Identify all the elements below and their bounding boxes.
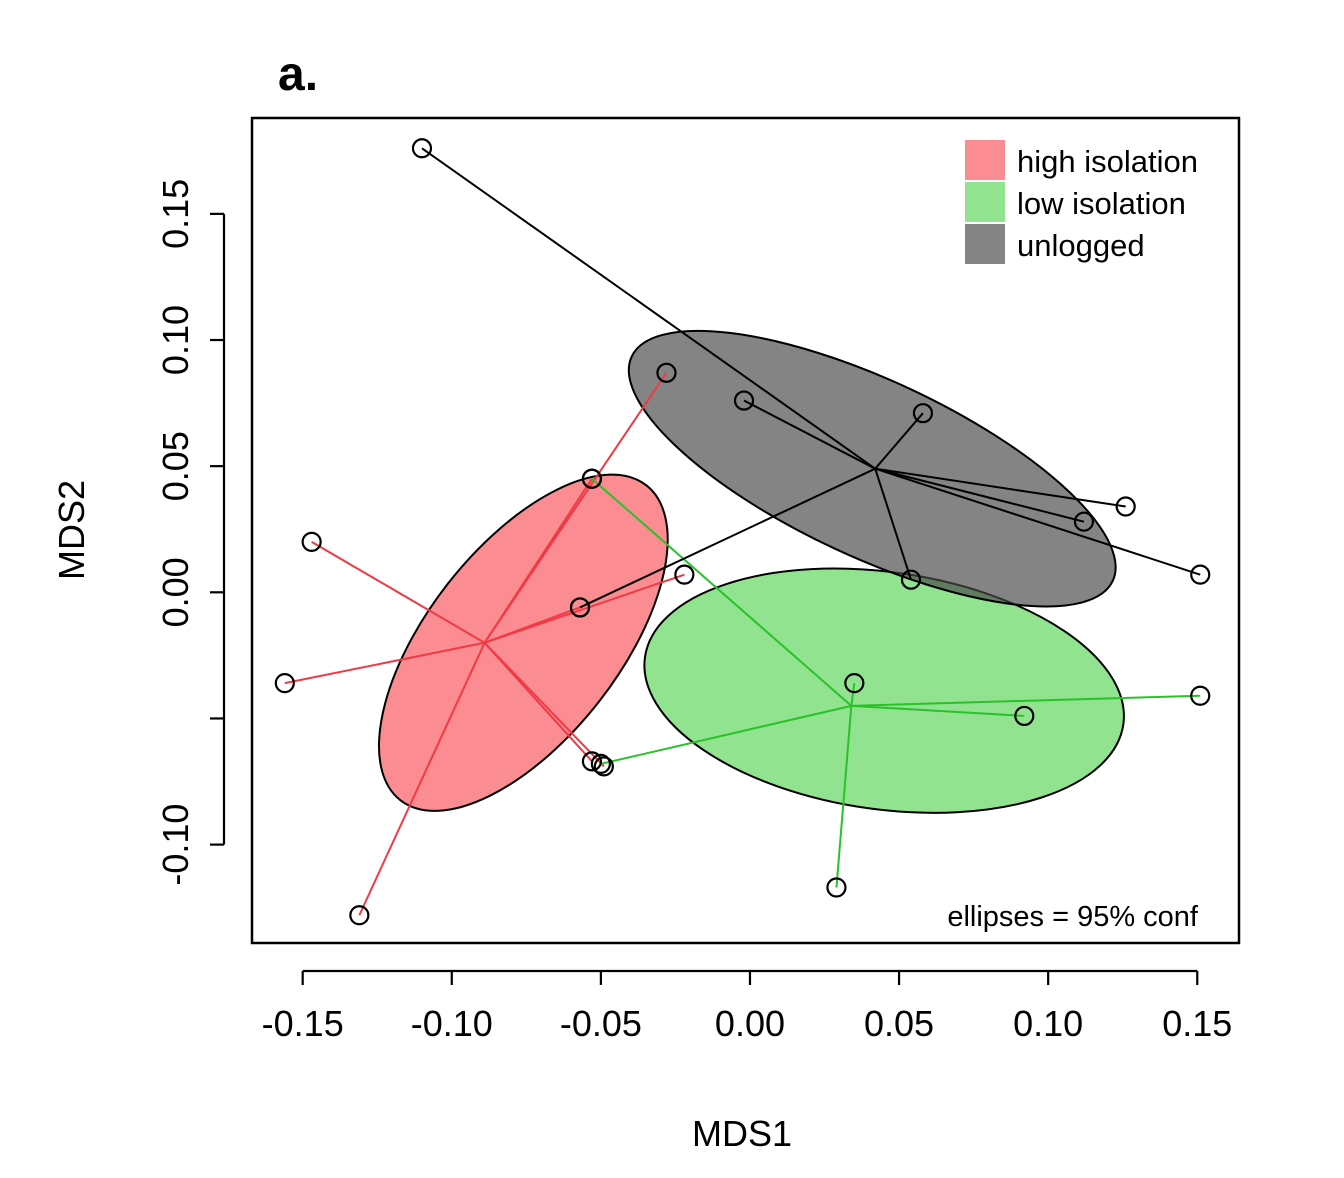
data-point-0-3: [674, 564, 695, 585]
spider-line-1-1: [851, 704, 1025, 717]
confidence-ellipse-2: [627, 329, 1117, 608]
x-axis-title: MDS1: [692, 1113, 792, 1154]
legend-swatch-2: [965, 224, 1005, 264]
spider-line-2-3: [875, 467, 1126, 508]
data-point-2-5: [1190, 564, 1211, 585]
spider-line-0-8: [358, 642, 486, 916]
y-axis-title: MDS2: [51, 480, 92, 580]
x-tick-label-2: -0.05: [560, 1003, 642, 1044]
data-point-2-7: [569, 597, 591, 618]
y-tick-label-4: 0.10: [155, 305, 196, 375]
spider-line-0-5: [284, 641, 485, 685]
spider-line-2-5: [874, 467, 1201, 576]
spider-line-2-4: [874, 467, 1085, 523]
legend-swatch-0: [965, 140, 1005, 180]
data-point-2-4: [1073, 511, 1095, 532]
data-point-2-1: [733, 390, 755, 411]
data-point-2-3: [1115, 496, 1136, 517]
confidence-ellipse-0: [378, 473, 669, 812]
data-point-1-1: [1014, 705, 1035, 727]
spider-line-0-2: [311, 540, 486, 644]
data-point-2-2: [912, 403, 934, 424]
data-point-0-0: [656, 362, 677, 383]
spider-line-0-7: [483, 642, 605, 768]
spider-line-0-1: [483, 478, 593, 644]
y-tick-label-5: 0.15: [155, 179, 196, 249]
data-point-0-5: [274, 673, 295, 694]
data-point-1-3: [826, 877, 847, 898]
data-points: [274, 138, 1211, 926]
data-point-1-0: [844, 673, 865, 694]
legend-label-1: low isolation: [1017, 186, 1186, 221]
x-tick-label-0: -0.15: [262, 1003, 344, 1044]
y-axis: -0.10 0.00 0.05 0.10 0.15: [155, 179, 226, 886]
x-tick-label-5: 0.10: [1013, 1003, 1083, 1044]
legend-label-2: unlogged: [1017, 228, 1145, 263]
spider-line-2-1: [743, 399, 876, 470]
data-point-0-7: [593, 756, 614, 777]
y-tick-label-3: 0.05: [155, 431, 196, 501]
spider-line-1-3: [835, 705, 853, 888]
data-point-0-8: [349, 905, 370, 926]
y-tick-label-0: -0.10: [155, 804, 196, 886]
spider-line-2-0: [421, 147, 876, 470]
data-point-0-2: [301, 531, 322, 552]
x-tick-label-6: 0.15: [1162, 1003, 1232, 1044]
spider-line-2-2: [874, 412, 924, 470]
legend-label-0: high isolation: [1017, 144, 1198, 179]
confidence-ellipses: [378, 329, 1125, 814]
spider-line-1-2: [851, 694, 1201, 707]
x-tick-label-1: -0.10: [411, 1003, 493, 1044]
x-tick-label-4: 0.05: [864, 1003, 934, 1044]
spider-line-1-0: [850, 683, 856, 706]
x-axis: -0.15 -0.10 -0.05 0.00 0.05 0.10 0.15: [262, 969, 1232, 1044]
y-tick-label-2: 0.00: [155, 557, 196, 627]
spider-line-2-7: [579, 467, 876, 609]
data-point-2-0: [411, 138, 433, 159]
legend-swatch-1: [965, 182, 1005, 222]
spider-line-2-6: [874, 468, 912, 581]
data-point-0-6: [581, 751, 603, 772]
spider-line-1-5: [591, 478, 853, 707]
data-point-1-5: [581, 468, 603, 489]
x-tick-label-3: 0.00: [715, 1003, 785, 1044]
spider-lines: [284, 147, 1201, 916]
panel-label: a.: [278, 48, 318, 101]
data-point-2-6: [900, 569, 922, 590]
legend: high isolation low isolation unlogged: [965, 140, 1198, 264]
spider-line-1-4: [600, 704, 852, 765]
data-point-1-2: [1190, 685, 1211, 706]
ellipse-note: ellipses = 95% conf: [947, 901, 1199, 933]
data-point-1-4: [590, 753, 611, 774]
spider-line-0-4: [484, 606, 581, 644]
plot-frame: [250, 116, 1241, 945]
